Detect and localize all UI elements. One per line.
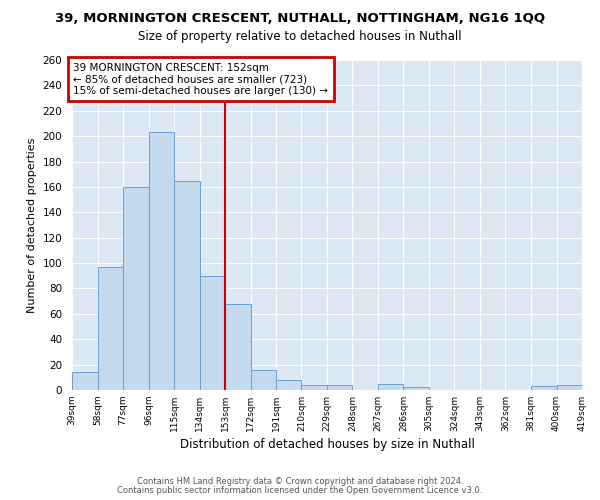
- Text: Contains HM Land Registry data © Crown copyright and database right 2024.: Contains HM Land Registry data © Crown c…: [137, 477, 463, 486]
- Bar: [378, 384, 403, 390]
- Y-axis label: Number of detached properties: Number of detached properties: [27, 138, 37, 312]
- Bar: [123, 187, 149, 390]
- Bar: [531, 386, 557, 390]
- X-axis label: Distribution of detached houses by size in Nuthall: Distribution of detached houses by size …: [179, 438, 475, 451]
- Text: Size of property relative to detached houses in Nuthall: Size of property relative to detached ho…: [138, 30, 462, 43]
- Text: 39 MORNINGTON CRESCENT: 152sqm
← 85% of detached houses are smaller (723)
15% of: 39 MORNINGTON CRESCENT: 152sqm ← 85% of …: [73, 62, 328, 96]
- Bar: [174, 180, 199, 390]
- Text: 39, MORNINGTON CRESCENT, NUTHALL, NOTTINGHAM, NG16 1QQ: 39, MORNINGTON CRESCENT, NUTHALL, NOTTIN…: [55, 12, 545, 26]
- Text: Contains public sector information licensed under the Open Government Licence v3: Contains public sector information licen…: [118, 486, 482, 495]
- Bar: [403, 388, 429, 390]
- Bar: [225, 304, 251, 390]
- Bar: [72, 372, 97, 390]
- Bar: [149, 132, 174, 390]
- Bar: [251, 370, 276, 390]
- Bar: [327, 385, 352, 390]
- Bar: [557, 385, 582, 390]
- Bar: [199, 276, 225, 390]
- Bar: [301, 385, 327, 390]
- Bar: [276, 380, 301, 390]
- Bar: [97, 267, 123, 390]
